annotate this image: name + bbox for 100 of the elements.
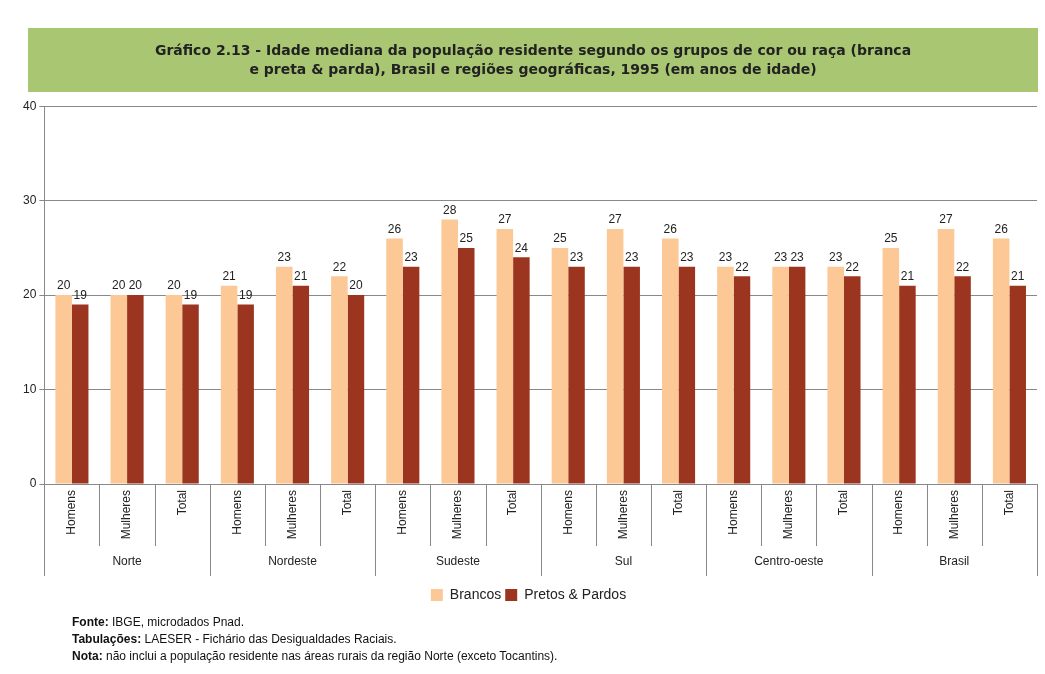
bar xyxy=(513,257,530,484)
data-label: 23 xyxy=(277,250,292,265)
bar xyxy=(678,266,696,484)
bar xyxy=(331,276,348,484)
data-label: 19 xyxy=(183,287,198,302)
data-label: 27 xyxy=(608,212,623,227)
data-label: 21 xyxy=(294,268,308,283)
data-label: 23 xyxy=(829,250,843,265)
chart-title: Gráfico 2.13 - Idade mediana da população residente segundo os grupos de cor ou raça (branca e preta & parda), Brasil e regiões geográficas, 1995 (em anos de idade) xyxy=(28,28,1038,92)
data-label: 27 xyxy=(498,212,512,227)
x-tick-label: Total xyxy=(1001,490,1016,516)
data-label: 27 xyxy=(939,212,953,227)
data-label: 25 xyxy=(884,231,898,246)
data-label: 23 xyxy=(718,250,733,265)
data-label: 20 xyxy=(167,278,181,293)
bar xyxy=(733,276,751,484)
data-label: 25 xyxy=(553,231,567,246)
bar xyxy=(717,266,734,484)
bar xyxy=(55,295,72,484)
data-label: 23 xyxy=(624,250,639,265)
x-tick-label: Total xyxy=(670,490,685,516)
data-label: 23 xyxy=(404,250,419,265)
data-label: 19 xyxy=(73,287,88,302)
data-label: 20 xyxy=(349,278,363,293)
bar xyxy=(237,304,254,484)
text: Nordeste xyxy=(268,554,318,569)
x-tick-label: Homens xyxy=(726,490,740,535)
data-label: 22 xyxy=(332,259,347,274)
text: Norte xyxy=(112,554,143,569)
bar xyxy=(275,266,293,484)
text: Sudeste xyxy=(435,554,481,569)
bar xyxy=(127,295,144,484)
bar xyxy=(220,285,238,484)
bar xyxy=(606,228,624,484)
x-tick-label: Total xyxy=(174,490,189,516)
data-label: 23 xyxy=(680,250,694,265)
x-tick-label: Homens xyxy=(560,490,575,535)
bar xyxy=(402,266,420,484)
text: Sul xyxy=(614,554,633,569)
x-tick-label: Mulheres xyxy=(946,490,961,540)
text: Brasil xyxy=(939,554,970,569)
bar xyxy=(441,219,458,484)
bar xyxy=(165,295,183,484)
bar xyxy=(110,295,128,484)
data-label: 26 xyxy=(663,221,678,236)
x-tick-label: Total xyxy=(339,490,354,516)
data-label: 23 xyxy=(569,250,584,265)
bar xyxy=(899,285,916,484)
data-label: 20 xyxy=(128,278,143,293)
data-label: 21 xyxy=(222,268,237,283)
data-label: 19 xyxy=(238,287,253,302)
bar xyxy=(954,276,971,484)
bar xyxy=(623,266,640,484)
bar xyxy=(937,228,955,484)
y-tick-label: 20 xyxy=(22,287,37,302)
data-label: 22 xyxy=(735,259,749,274)
y-tick-label: 10 xyxy=(22,381,37,396)
bar xyxy=(551,247,569,484)
x-tick-label: Homens xyxy=(229,490,244,535)
data-label: 23 xyxy=(773,250,788,265)
text: Tabulações: LAESER - Fichário das Desigualdades Raciais. xyxy=(72,631,398,648)
bar xyxy=(71,304,89,484)
x-tick-label: Total xyxy=(505,490,520,516)
bar xyxy=(788,266,806,484)
x-tick-label: Mulheres xyxy=(119,490,134,540)
legend-label: Pretos & Pardos xyxy=(524,585,627,602)
x-tick-label: Mulheres xyxy=(615,490,630,540)
bar xyxy=(827,266,844,484)
data-label: 26 xyxy=(387,221,402,236)
bar xyxy=(882,247,900,484)
y-tick-label: 0 xyxy=(29,476,37,491)
x-tick-label: Homens xyxy=(64,490,79,535)
bar xyxy=(843,276,861,484)
legend-label: Brancos xyxy=(449,585,502,602)
text: Centro-oeste xyxy=(754,554,824,569)
x-tick-label: Mulheres xyxy=(284,490,299,540)
bar xyxy=(457,247,475,484)
bar xyxy=(662,238,679,484)
x-tick-label: Homens xyxy=(395,490,410,535)
bar xyxy=(347,295,365,484)
data-label: 28 xyxy=(443,202,457,217)
data-label: 23 xyxy=(790,250,805,265)
data-label: 26 xyxy=(994,221,1009,236)
data-label: 20 xyxy=(56,278,71,293)
bar xyxy=(182,304,199,484)
data-label: 25 xyxy=(459,231,474,246)
bar xyxy=(992,238,1010,484)
bar xyxy=(1009,285,1026,484)
data-label: 20 xyxy=(112,278,126,293)
y-tick-label: 40 xyxy=(22,98,37,113)
bar xyxy=(292,285,310,484)
data-label: 22 xyxy=(955,259,970,274)
bar xyxy=(496,228,514,484)
x-tick-label: Homens xyxy=(891,490,906,535)
x-tick-label: Mulheres xyxy=(781,490,796,540)
data-label: 21 xyxy=(1011,268,1025,283)
data-label: 24 xyxy=(514,240,529,255)
text: Nota: não inclui a população residente nas áreas rurais da região Norte (exceto Tocantins). xyxy=(72,648,558,665)
bar xyxy=(568,266,585,484)
data-label: 22 xyxy=(845,259,860,274)
